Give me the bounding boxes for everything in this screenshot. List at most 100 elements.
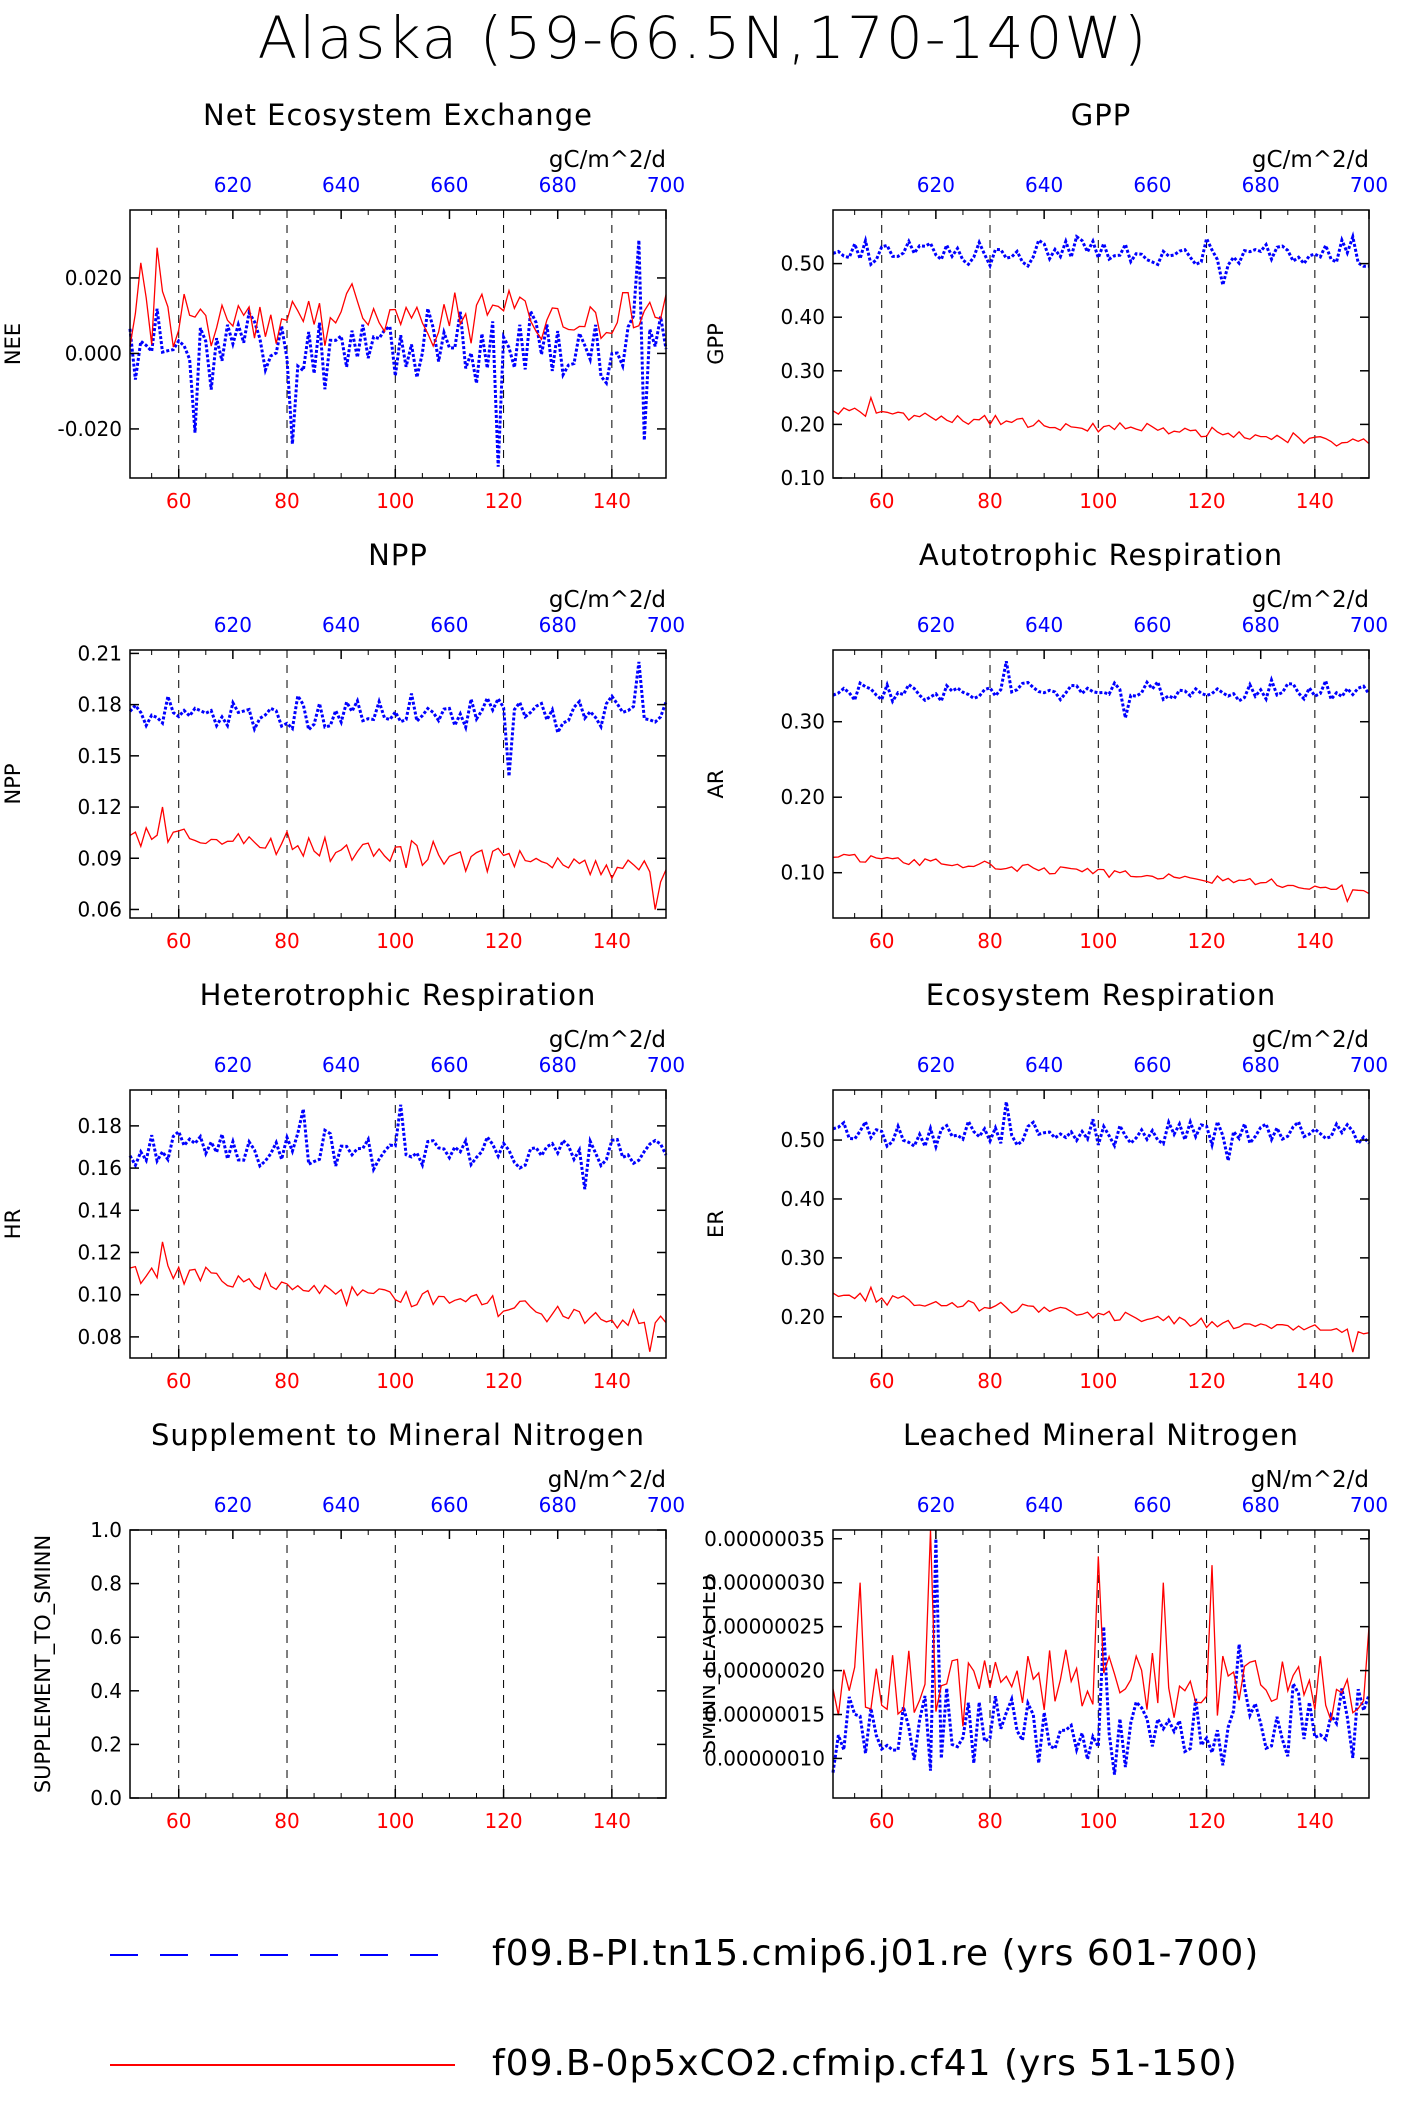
x-tick-label: 140 [593,489,631,513]
y-tick-label: 0.20 [780,1305,825,1329]
y-axis-label: NEE [1,323,25,365]
units-label: gC/m^2/d [549,1027,666,1053]
page-title: Alaska (59-66.5N,170-140W) [257,4,1149,72]
y-tick-label: 0.08 [77,1325,122,1349]
x-tick-label: 60 [869,489,894,513]
series-line-red [832,395,1370,447]
x-tick-label: 80 [274,1809,299,1833]
panel-title: Heterotrophic Respiration [200,978,597,1012]
series-line-blue [831,1538,1371,1775]
x-tick-label: 60 [166,929,191,953]
x-top-tick-label: 660 [430,613,468,637]
x-tick-label: 100 [376,1809,414,1833]
panel-title: Ecosystem Respiration [926,978,1277,1012]
y-tick-label: 0.30 [780,710,825,734]
x-top-tick-label: 700 [647,173,685,197]
y-axis-label: GPP [704,323,728,365]
units-label: gC/m^2/d [549,587,666,613]
units-label: gC/m^2/d [1252,147,1369,173]
x-tick-label: 140 [593,1809,631,1833]
x-tick-label: 100 [376,489,414,513]
panel-title: Autotrophic Respiration [919,538,1283,572]
x-top-tick-label: 640 [1025,1493,1063,1517]
y-tick-label: 0.00000020 [704,1659,825,1683]
y-tick-label: 0.000 [65,341,122,365]
y-tick-label: 0.15 [77,744,122,768]
x-tick-label: 60 [869,929,894,953]
series-line-blue [128,240,668,467]
x-tick-label: 120 [484,489,522,513]
y-tick-label: 0.20 [780,412,825,436]
chart-sminn-leached: Leached Mineral Nitrogen gN/m^2/d 60 80 100 1… [703,1418,1388,1833]
x-tick-label: 100 [1079,1809,1117,1833]
plot-frame [832,1529,1370,1799]
y-tick-label: 0.06 [77,897,122,921]
legend-label-blue: f09.B-PI.tn15.cmip6.j01.re (yrs 601-700) [492,1933,1260,1974]
x-top-tick-label: 620 [214,173,252,197]
series-line-red [129,806,667,910]
series-line-blue [832,661,1371,719]
x-tick-label: 140 [593,929,631,953]
legend-swatch-solid [110,2064,455,2066]
y-tick-label: 0.10 [780,861,825,885]
y-tick-label: 0.16 [77,1156,122,1180]
panel-title: NPP [368,538,428,572]
y-axis-label: NPP [1,763,25,804]
panel-title: GPP [1071,98,1131,132]
x-top-tick-label: 640 [322,613,360,637]
panel-title: Supplement to Mineral Nitrogen [151,1418,645,1452]
x-top-tick-label: 640 [1025,173,1063,197]
x-top-tick-label: 680 [539,173,577,197]
x-top-tick-label: 700 [647,1053,685,1077]
x-tick-label: 60 [166,1369,191,1393]
y-tick-label: 0.2 [90,1732,122,1756]
x-tick-label: 60 [166,1809,191,1833]
y-tick-label: 0.12 [77,1240,122,1264]
x-tick-label: 80 [274,489,299,513]
y-tick-label: 0.30 [780,359,825,383]
legend-item-blue: f09.B-PI.tn15.cmip6.j01.re (yrs 601-700) [0,1925,1406,1985]
units-label: gC/m^2/d [1252,1027,1369,1053]
x-tick-label: 120 [484,929,522,953]
x-tick-label: 120 [1187,1809,1225,1833]
units-label: gC/m^2/d [1252,587,1369,613]
y-tick-label: 0.50 [780,252,825,276]
y-axis-label: ER [704,1210,728,1238]
x-top-tick-label: 680 [539,1493,577,1517]
series-line-red [832,853,1370,904]
x-top-tick-label: 620 [917,173,955,197]
y-tick-label: 0.00000030 [704,1571,825,1595]
y-tick-label: 0.40 [780,1187,825,1211]
series-line-blue [128,661,668,777]
x-top-tick-label: 620 [214,1053,252,1077]
x-tick-label: 140 [1296,929,1334,953]
y-tick-label: 0.8 [90,1572,122,1596]
plot-frame [129,1529,667,1799]
x-top-tick-label: 660 [430,173,468,197]
x-tick-label: 100 [1079,929,1117,953]
x-top-tick-label: 660 [430,1053,468,1077]
y-axis-label: HR [1,1209,25,1239]
y-tick-label: 0.00000025 [704,1615,825,1639]
y-tick-label: 0.18 [77,1114,122,1138]
chart-npp: NPP gC/m^2/d 60 80 100 120 140 620 640 660 680 700 0… [1,538,685,953]
x-top-tick-label: 620 [917,1053,955,1077]
series-line-blue [832,231,1370,286]
legend-item-red: f09.B-0p5xCO2.cfmip.cf41 (yrs 51-150) [0,2035,1406,2095]
series-line-blue [128,1104,668,1190]
x-tick-label: 120 [1187,489,1225,513]
x-tick-label: 80 [977,1369,1002,1393]
y-tick-label: 0.18 [77,693,122,717]
x-tick-label: 120 [484,1369,522,1393]
y-tick-label: 0.50 [780,1128,825,1152]
units-label: gN/m^2/d [548,1467,666,1493]
x-top-tick-label: 640 [1025,613,1063,637]
chart-hr: Heterotrophic Respiration gC/m^2/d 60 80 100… [1,978,685,1393]
y-tick-label: 0.09 [77,846,122,870]
x-top-tick-label: 700 [1350,1493,1388,1517]
x-top-tick-label: 700 [1350,613,1388,637]
legend-label-red: f09.B-0p5xCO2.cfmip.cf41 (yrs 51-150) [492,2043,1238,2084]
y-tick-label: 0.00000015 [704,1703,825,1727]
y-axis-label: SMINN_LEACHED [703,1575,721,1753]
panel-title: Leached Mineral Nitrogen [903,1418,1299,1452]
